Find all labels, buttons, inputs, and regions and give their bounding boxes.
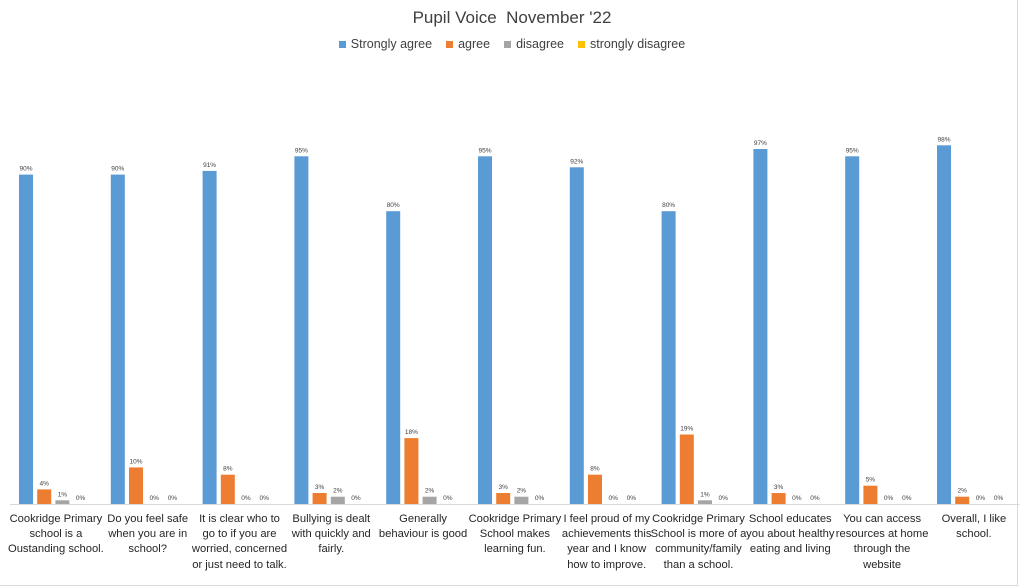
data-label: 90%: [19, 166, 32, 173]
legend-item-3: strongly disagree: [578, 37, 685, 51]
data-label: 19%: [680, 426, 693, 433]
data-label: 2%: [333, 488, 343, 495]
bar-disagree: [55, 500, 70, 504]
data-label: 80%: [387, 202, 400, 209]
bar-strongly-agree: [753, 149, 768, 504]
legend-swatch: [578, 40, 586, 48]
data-label: 92%: [570, 158, 583, 165]
bar-disagree: [422, 496, 437, 504]
chart-legend: Strongly agree agree disagree strongly disa…: [0, 37, 1024, 51]
data-label: 2%: [425, 488, 435, 495]
bar-strongly-agree: [478, 156, 492, 505]
data-label: 95%: [478, 147, 491, 154]
legend-label: strongly disagree: [590, 37, 686, 51]
bar-agree: [863, 485, 878, 504]
category-label: School educates you about healthy eating…: [746, 513, 835, 556]
category-label: Do you feel safe when you are in school?: [107, 513, 189, 556]
bar-agree: [404, 438, 419, 504]
bar-strongly-agree: [569, 167, 584, 505]
legend-swatch: [504, 40, 512, 48]
data-label: 0%: [76, 495, 86, 502]
data-label: 91%: [203, 162, 216, 169]
data-label: 0%: [627, 495, 637, 502]
bar-disagree: [698, 500, 712, 504]
data-label: 80%: [662, 202, 675, 209]
data-label: 0%: [902, 495, 912, 502]
bar-agree: [588, 474, 602, 504]
category-label: Generally behaviour is good: [378, 513, 468, 541]
bar-agree: [220, 474, 235, 504]
data-label: 90%: [111, 166, 124, 173]
bar-agree: [679, 434, 694, 504]
category-label: Overall, I like school.: [941, 513, 1007, 541]
data-label: 2%: [957, 488, 967, 495]
legend-label: disagree: [516, 37, 565, 51]
data-label: 0%: [535, 495, 545, 502]
data-label: 2%: [517, 488, 527, 495]
data-label: 0%: [168, 495, 178, 502]
data-label: 8%: [223, 466, 233, 473]
data-label: 3%: [498, 484, 508, 491]
bar-disagree: [330, 496, 345, 504]
chart-title: Pupil Voice November '22: [412, 8, 612, 27]
data-label: 0%: [810, 495, 820, 502]
bar-agree: [955, 496, 970, 504]
bar-strongly-agree: [661, 211, 676, 504]
bar-strongly-agree: [845, 156, 860, 505]
data-label: 5%: [866, 477, 876, 484]
category-label: Bullying is dealt with quickly and fairl…: [291, 513, 371, 556]
data-label: 3%: [315, 484, 325, 491]
bar-agree: [312, 493, 327, 504]
data-label: 10%: [129, 458, 142, 465]
data-label: 95%: [846, 147, 859, 154]
data-label: 0%: [994, 495, 1004, 502]
data-label: 4%: [39, 480, 49, 487]
bar-strongly-agree: [386, 211, 401, 504]
data-label: 0%: [608, 495, 618, 502]
category-label: It is clear who to go to if you are worr…: [191, 513, 288, 571]
data-label: 8%: [590, 466, 600, 473]
data-label: 0%: [718, 495, 728, 502]
bar-strongly-agree: [937, 145, 951, 505]
data-label: 97%: [754, 140, 767, 147]
category-label: Cookridge Primary School is more of a co…: [650, 513, 747, 571]
data-label: 0%: [149, 495, 159, 502]
data-label: 0%: [351, 495, 361, 502]
legend-label: agree: [458, 37, 491, 51]
category-label: Cookridge Primary School makes learning …: [468, 513, 562, 556]
data-label: 0%: [241, 495, 251, 502]
data-label: 1%: [58, 491, 68, 498]
data-label: 0%: [259, 495, 269, 502]
data-label: 0%: [884, 495, 894, 502]
data-label: 0%: [443, 495, 453, 502]
data-label: 0%: [792, 495, 802, 502]
category-label: Cookridge Primary school is a Oustanding…: [8, 513, 104, 556]
bar-agree: [37, 489, 52, 504]
data-label: 18%: [405, 429, 418, 436]
legend-item-0: Strongly agree: [338, 37, 433, 51]
bar-disagree: [514, 496, 529, 504]
bar-strongly-agree: [202, 170, 217, 504]
legend-swatch: [338, 40, 346, 48]
legend-item-1: agree: [446, 37, 490, 51]
bar-agree: [771, 493, 786, 504]
bar-agree: [496, 493, 511, 504]
data-label: 95%: [295, 147, 308, 154]
bar-strongly-agree: [19, 174, 33, 504]
bar-strongly-agree: [294, 156, 309, 505]
bar-agree: [129, 467, 143, 504]
bar-strongly-agree: [110, 174, 125, 504]
category-label: You can access resources at home through…: [835, 513, 929, 571]
data-label: 0%: [976, 495, 986, 502]
legend-item-2: disagree: [504, 37, 564, 51]
legend-swatch: [446, 40, 454, 48]
data-label: 1%: [700, 491, 710, 498]
data-label: 98%: [937, 136, 950, 143]
legend-label: Strongly agree: [350, 37, 433, 51]
data-label: 3%: [774, 484, 784, 491]
category-label: I feel proud of my achievements this yea…: [561, 513, 652, 571]
